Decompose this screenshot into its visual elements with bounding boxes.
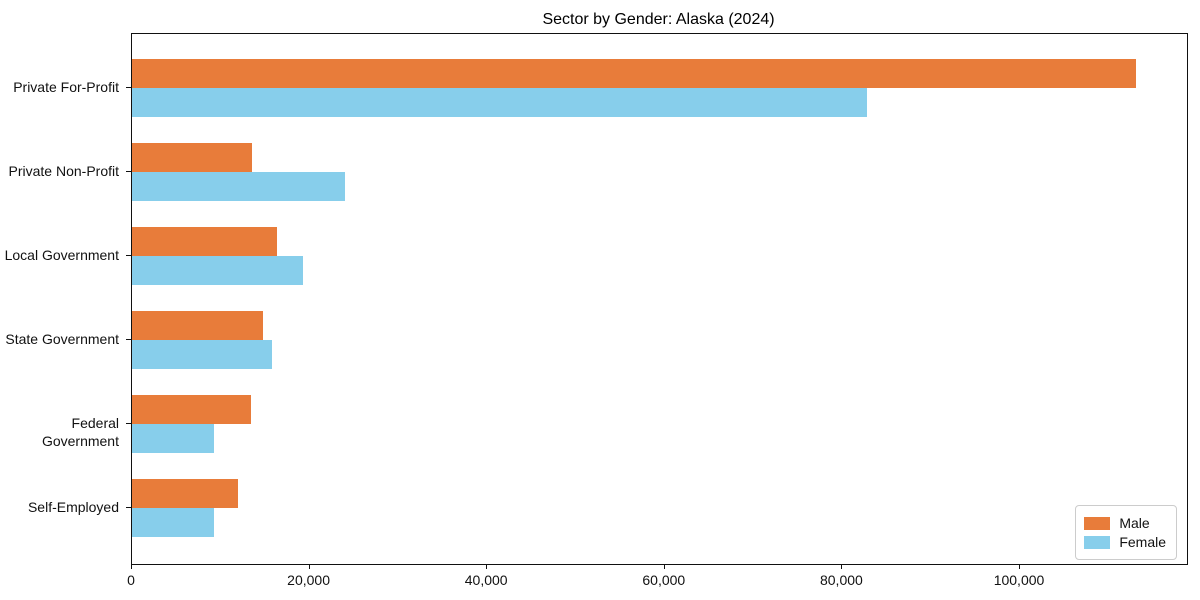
y-tick-label-state-government: State Government: [5, 331, 119, 347]
bar-male-private-for-profit: [132, 59, 1136, 88]
legend-label-female: Female: [1119, 534, 1166, 550]
bar-female-local-government: [132, 256, 303, 285]
male-swatch-icon: [1084, 516, 1111, 530]
legend: Male Female: [1075, 505, 1177, 560]
bar-male-self-employed: [132, 479, 238, 508]
bar-male-local-government: [132, 227, 277, 256]
x-tick-mark: [308, 564, 310, 569]
legend-entry-female: Female: [1084, 533, 1166, 551]
x-tick-label-100000: 100,000: [993, 572, 1045, 588]
y-tick-mark: [126, 171, 131, 172]
y-tick-mark: [126, 339, 131, 340]
x-tick-label-80000: 80,000: [819, 572, 863, 588]
bar-male-state-government: [132, 311, 264, 340]
x-tick-label-0: 0: [127, 572, 135, 588]
y-tick-mark: [126, 87, 131, 88]
x-tick-mark: [1019, 564, 1020, 569]
x-tick-mark: [663, 564, 665, 569]
bar-female-private-non-profit: [132, 172, 346, 201]
female-swatch-icon: [1084, 535, 1111, 549]
y-tick-label-local-government: Local Government: [4, 247, 119, 263]
y-tick-label-federal-government: Federal Government: [41, 415, 119, 449]
y-tick-label-private-for-profit: Private For-Profit: [13, 79, 119, 95]
bar-female-private-for-profit: [132, 88, 868, 117]
legend-entry-male: Male: [1084, 514, 1166, 532]
y-tick-mark: [126, 507, 131, 508]
x-tick-mark: [841, 564, 843, 569]
x-tick-label-40000: 40,000: [464, 572, 508, 588]
bar-female-federal-government: [132, 424, 214, 453]
chart-title: Sector by Gender: Alaska (2024): [542, 11, 775, 28]
y-tick-label-self-employed: Self-Employed: [27, 499, 119, 515]
y-tick-mark: [126, 255, 131, 256]
bar-male-federal-government: [132, 395, 251, 424]
x-tick-label-20000: 20,000: [287, 572, 331, 588]
plot-area: [131, 33, 1188, 565]
legend-label-male: Male: [1119, 515, 1150, 531]
x-tick-mark: [486, 564, 488, 569]
bar-female-self-employed: [132, 508, 214, 537]
x-tick-label-60000: 60,000: [642, 572, 686, 588]
y-tick-mark: [126, 423, 131, 424]
bar-male-private-non-profit: [132, 143, 252, 172]
bar-female-state-government: [132, 340, 273, 369]
y-tick-label-private-non-profit: Private Non-Profit: [8, 163, 119, 179]
x-tick-mark: [131, 564, 132, 569]
